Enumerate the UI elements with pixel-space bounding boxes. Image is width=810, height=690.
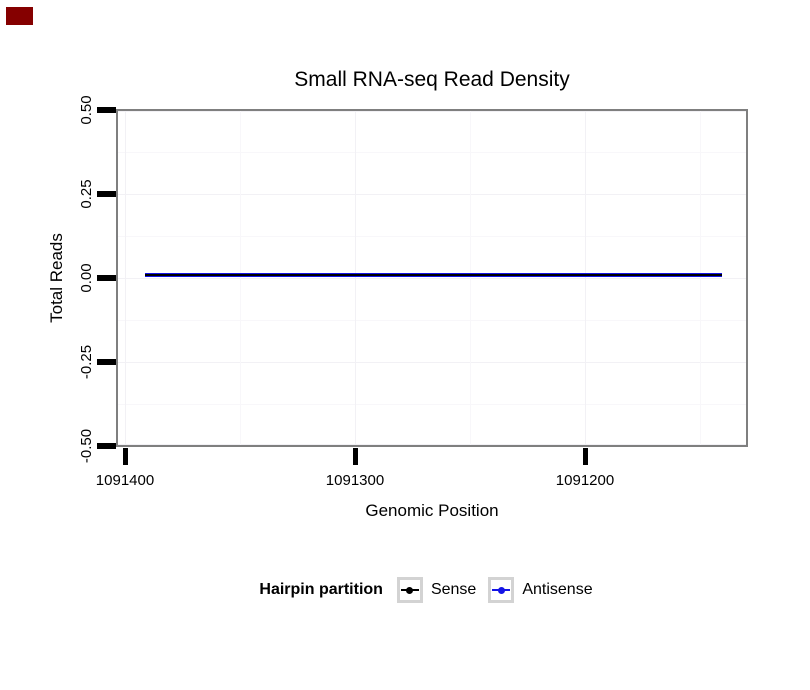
x-tick-mark: [353, 448, 358, 465]
antisense-point-icon: [497, 586, 505, 594]
x-tick-label: 1091300: [325, 472, 385, 489]
y-tick-mark: [97, 359, 116, 365]
y-tick-mark: [97, 191, 116, 197]
red-rectangle-marker: [6, 7, 33, 25]
y-tick-mark: [97, 107, 116, 113]
x-tick-mark: [583, 448, 588, 465]
x-axis-title: Genomic Position: [365, 501, 499, 520]
y-tick-mark: [97, 443, 116, 449]
gridline-major-h: [118, 362, 746, 363]
legend-title: Hairpin partition: [259, 581, 383, 598]
legend-entry-sense: Sense: [396, 577, 477, 603]
chart-title: Small RNA-seq Read Density: [294, 68, 570, 91]
gridline-major-v: [355, 111, 356, 445]
gridline-minor-h: [118, 152, 746, 153]
y-tick-label: -0.50: [77, 428, 95, 464]
y-tick-mark: [97, 275, 116, 281]
gridline-minor-v: [240, 111, 241, 445]
legend-label-antisense: Antisense: [522, 581, 593, 598]
gridline-major-h: [118, 278, 746, 279]
gridline-major-h: [118, 194, 746, 195]
legend-key-antisense: [488, 577, 515, 603]
gridline-minor-h: [118, 236, 746, 237]
read-density-line-sense-antisense-overlap: [145, 273, 722, 277]
gridline-minor-v: [700, 111, 701, 445]
legend-entry-antisense: Antisense: [488, 577, 593, 603]
gridline-major-h: [118, 444, 746, 445]
gridline-minor-h: [118, 404, 746, 405]
plot-panel: [116, 109, 748, 447]
gridline-major-v: [125, 111, 126, 445]
y-tick-label: 0.50: [77, 95, 95, 125]
x-tick-mark: [123, 448, 128, 465]
sense-point-icon: [406, 586, 414, 594]
x-tick-label: 1091200: [555, 472, 615, 489]
gridline-minor-h: [118, 320, 746, 321]
x-tick-label: 1091400: [95, 472, 155, 489]
gridline-minor-v: [470, 111, 471, 445]
gridline-major-v: [585, 111, 586, 445]
y-tick-label: -0.25: [77, 344, 95, 380]
y-axis-title: Total Reads: [47, 233, 66, 323]
legend: Hairpin partition Sense Antisense: [116, 575, 748, 605]
legend-key-sense: [396, 577, 423, 603]
y-tick-label: 0.25: [77, 179, 95, 209]
legend-label-sense: Sense: [430, 581, 477, 598]
gridline-major-h: [118, 111, 746, 112]
